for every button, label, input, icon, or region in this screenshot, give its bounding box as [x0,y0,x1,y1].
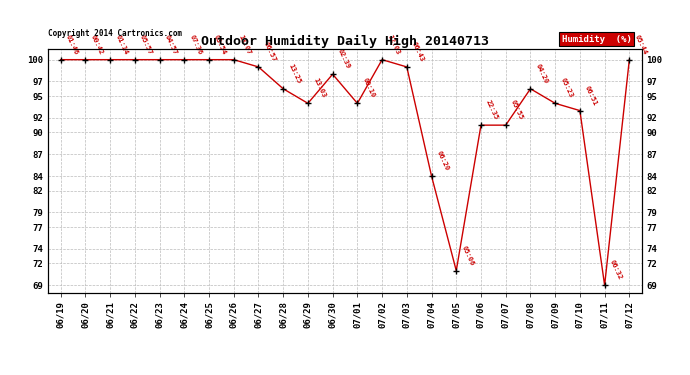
Text: 06:57: 06:57 [263,41,277,63]
Text: 00:10: 00:10 [362,77,376,99]
Text: 13:07: 13:07 [238,34,253,56]
Text: 02:39: 02:39 [337,48,351,70]
Text: 04:20: 04:20 [535,63,549,85]
Text: 22:35: 22:35 [485,99,500,121]
Text: Humidity  (%): Humidity (%) [562,34,631,44]
Text: 13:25: 13:25 [287,63,302,85]
Text: 05:06: 05:06 [460,245,475,267]
Text: 05:55: 05:55 [510,99,524,121]
Text: 05:23: 05:23 [560,77,574,99]
Text: Copyright 2014 Cartronics.com: Copyright 2014 Cartronics.com [48,28,182,38]
Text: 07:36: 07:36 [188,34,203,56]
Text: 01:14: 01:14 [115,34,129,56]
Text: 06:51: 06:51 [584,85,598,106]
Text: 12:03: 12:03 [386,34,401,56]
Text: 06:32: 06:32 [609,259,623,281]
Text: 04:57: 04:57 [164,34,178,56]
Title: Outdoor Humidity Daily High 20140713: Outdoor Humidity Daily High 20140713 [201,34,489,48]
Text: 00:42: 00:42 [90,34,104,56]
Text: 05:57: 05:57 [139,34,153,56]
Text: 03:54: 03:54 [213,34,228,56]
Text: 13:03: 13:03 [312,77,326,99]
Text: 06:20: 06:20 [435,150,450,172]
Text: 06:43: 06:43 [411,41,426,63]
Text: 05:44: 05:44 [633,34,648,56]
Text: 01:46: 01:46 [65,34,79,56]
